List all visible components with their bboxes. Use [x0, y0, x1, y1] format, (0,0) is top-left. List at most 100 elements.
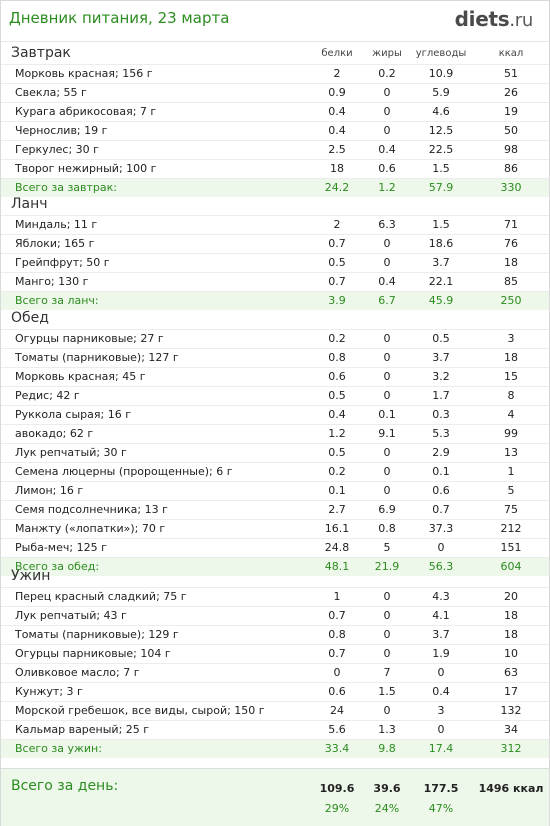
meal-header: Ланч — [1, 195, 549, 215]
food-fat: 0 — [383, 105, 391, 118]
day-total-kcal: 1496 ккал — [478, 782, 544, 795]
meal-total-label: Всего за ланч: — [15, 294, 99, 307]
food-name: Грейпфрут; 50 г — [15, 256, 110, 269]
food-carbs: 3 — [437, 704, 445, 717]
food-kcal: 5 — [507, 484, 515, 497]
food-kcal: 98 — [504, 143, 518, 156]
food-fat: 0.6 — [378, 162, 396, 175]
meal-total-protein: 33.4 — [324, 742, 350, 755]
food-row: Творог нежирный; 100 г 18 0.6 1.5 86 — [1, 159, 549, 178]
food-protein: 2.5 — [328, 143, 346, 156]
food-row: Свекла; 55 г 0.9 0 5.9 26 — [1, 83, 549, 102]
food-carbs: 4.3 — [432, 590, 450, 603]
food-name: Семена люцерны (пророщенные); 6 г — [15, 465, 233, 478]
food-name: Огурцы парниковые; 104 г — [15, 647, 171, 660]
meal-section-dinner: Обед Огурцы парниковые; 27 г 0.2 0 0.5 3 Томат… — [1, 309, 549, 576]
food-carbs: 5.9 — [432, 86, 450, 99]
food-protein: 5.6 — [328, 723, 346, 736]
food-name: Томаты (парниковые); 129 г — [15, 628, 179, 641]
meal-total-carbs: 56.3 — [428, 560, 454, 573]
food-row: Морковь красная; 45 г 0.6 0 3.2 15 — [1, 367, 549, 386]
food-carbs: 2.9 — [432, 446, 450, 459]
food-carbs: 4.1 — [432, 609, 450, 622]
food-protein: 0.8 — [328, 351, 346, 364]
food-fat: 0 — [383, 446, 391, 459]
food-name: Семя подсолнечника; 13 г — [15, 503, 168, 516]
food-kcal: 151 — [500, 541, 522, 554]
food-fat: 0.4 — [378, 143, 396, 156]
food-carbs: 1.5 — [432, 162, 450, 175]
food-protein: 0.2 — [328, 332, 346, 345]
food-row: Руккола сырая; 16 г 0.4 0.1 0.3 4 — [1, 405, 549, 424]
food-fat: 0 — [383, 86, 391, 99]
food-fat: 0.8 — [378, 522, 396, 535]
food-kcal: 212 — [500, 522, 522, 535]
food-fat: 0.1 — [378, 408, 396, 421]
food-carbs: 12.5 — [428, 124, 454, 137]
food-row: Манго; 130 г 0.7 0.4 22.1 85 — [1, 272, 549, 291]
food-row: Лимон; 16 г 0.1 0 0.6 5 — [1, 481, 549, 500]
food-kcal: 13 — [504, 446, 518, 459]
food-fat: 0 — [383, 237, 391, 250]
food-row: авокадо; 62 г 1.2 9.1 5.3 99 — [1, 424, 549, 443]
meal-header: Ужин — [1, 567, 549, 587]
food-name: авокадо; 62 г — [15, 427, 94, 440]
food-name: Яблоки; 165 г — [15, 237, 95, 250]
food-protein: 0.7 — [328, 237, 346, 250]
food-protein: 0.4 — [328, 408, 346, 421]
food-carbs: 0.1 — [432, 465, 450, 478]
food-protein: 0.4 — [328, 124, 346, 137]
food-carbs: 0.6 — [432, 484, 450, 497]
meal-total-fat: 6.7 — [378, 294, 396, 307]
food-carbs: 3.7 — [432, 351, 450, 364]
food-kcal: 26 — [504, 86, 518, 99]
food-fat: 0 — [383, 609, 391, 622]
food-row: Геркулес; 30 г 2.5 0.4 22.5 98 — [1, 140, 549, 159]
meal-total-protein: 3.9 — [328, 294, 346, 307]
meal-section-breakfast: Завтрак белки жиры углеводы ккал Морковь крас… — [1, 44, 549, 197]
food-kcal: 18 — [504, 628, 518, 641]
food-fat: 0.4 — [378, 275, 396, 288]
food-carbs: 0 — [437, 723, 445, 736]
food-name: Редис; 42 г — [15, 389, 80, 402]
food-fat: 0 — [383, 590, 391, 603]
food-fat: 0 — [383, 465, 391, 478]
food-fat: 1.5 — [378, 685, 396, 698]
food-carbs: 0.4 — [432, 685, 450, 698]
column-header-fat: жиры — [372, 48, 402, 59]
meal-section-supper: Ужин Перец красный сладкий; 75 г 1 0 4.3 20 Лу… — [1, 567, 549, 758]
food-kcal: 4 — [507, 408, 515, 421]
meal-name: Завтрак — [11, 45, 71, 61]
food-kcal: 132 — [500, 704, 522, 717]
food-row: Огурцы парниковые; 104 г 0.7 0 1.9 10 — [1, 644, 549, 663]
food-fat: 0 — [383, 332, 391, 345]
food-carbs: 22.1 — [428, 275, 454, 288]
food-carbs: 0 — [437, 666, 445, 679]
food-name: Рыба-меч; 125 г — [15, 541, 107, 554]
food-carbs: 0 — [437, 541, 445, 554]
food-fat: 0 — [383, 484, 391, 497]
food-fat: 0 — [383, 389, 391, 402]
site-logo[interactable]: diets.ru — [455, 7, 534, 31]
food-row: Перец красный сладкий; 75 г 1 0 4.3 20 — [1, 587, 549, 606]
food-name: Оливковое масло; 7 г — [15, 666, 140, 679]
food-carbs: 5.3 — [432, 427, 450, 440]
food-name: Курага абрикосовая; 7 г — [15, 105, 157, 118]
food-carbs: 1.7 — [432, 389, 450, 402]
food-row: Лук репчатый; 43 г 0.7 0 4.1 18 — [1, 606, 549, 625]
day-total-fat: 39.6 — [373, 782, 401, 795]
food-carbs: 37.3 — [428, 522, 454, 535]
food-row: Оливковое масло; 7 г 0 7 0 63 — [1, 663, 549, 682]
food-carbs: 1.9 — [432, 647, 450, 660]
food-kcal: 85 — [504, 275, 518, 288]
food-carbs: 1.5 — [432, 218, 450, 231]
food-protein: 0.7 — [328, 647, 346, 660]
food-name: Лимон; 16 г — [15, 484, 84, 497]
food-kcal: 15 — [504, 370, 518, 383]
food-name: Томаты (парниковые); 127 г — [15, 351, 179, 364]
food-row: Морковь красная; 156 г 2 0.2 10.9 51 — [1, 64, 549, 83]
food-protein: 0.7 — [328, 609, 346, 622]
food-kcal: 17 — [504, 685, 518, 698]
food-row: Кунжут; 3 г 0.6 1.5 0.4 17 — [1, 682, 549, 701]
meal-total-kcal: 330 — [500, 181, 522, 194]
